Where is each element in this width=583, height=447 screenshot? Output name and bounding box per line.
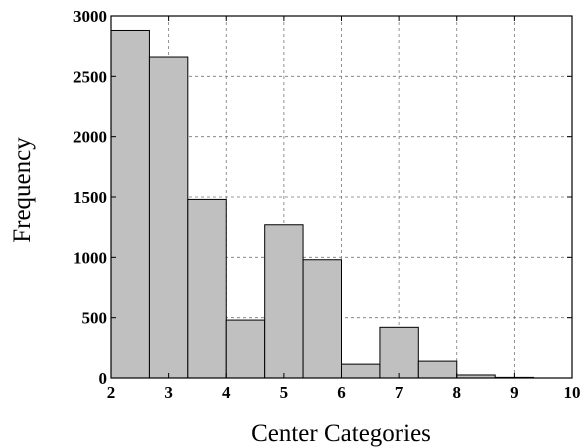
y-tick-label: 1500 — [73, 188, 107, 207]
y-tick-label: 3000 — [73, 7, 107, 26]
grid-lines — [111, 16, 572, 378]
x-axis-label: Center Categories — [251, 420, 431, 447]
histogram-bar — [110, 29, 150, 379]
y-tick-label: 2500 — [73, 67, 107, 86]
bars — [110, 29, 535, 379]
x-tick-label: 5 — [280, 383, 289, 402]
x-tick-label: 4 — [222, 383, 231, 402]
tick-marks — [110, 15, 573, 379]
histogram-bar — [264, 224, 304, 379]
x-tick-label: 7 — [395, 383, 404, 402]
histogram-bar — [417, 360, 458, 379]
y-tick-label: 1000 — [73, 248, 107, 267]
y-axis-label: Frequency — [9, 137, 36, 243]
y-tick-label: 2000 — [73, 128, 107, 147]
x-tick-label: 3 — [164, 383, 173, 402]
x-tick-label: 8 — [453, 383, 462, 402]
x-tick-label: 6 — [337, 383, 346, 402]
x-tick-labels: 2 3 4 5 6 7 8 9 10 — [107, 383, 581, 402]
histogram-bar — [225, 319, 266, 379]
histogram-bar — [302, 259, 342, 379]
y-tick-labels: 0 500 1000 1500 2000 2500 3000 — [73, 7, 107, 388]
x-tick-label: 2 — [107, 383, 116, 402]
y-tick-label: 0 — [99, 369, 108, 388]
x-tick-label: 10 — [564, 383, 581, 402]
histogram-bar — [187, 198, 227, 379]
y-tick-label: 500 — [82, 309, 108, 328]
x-tick-label: 9 — [510, 383, 519, 402]
histogram-bar — [379, 326, 419, 379]
histogram-bar — [148, 56, 189, 379]
histogram-bar — [341, 363, 381, 379]
